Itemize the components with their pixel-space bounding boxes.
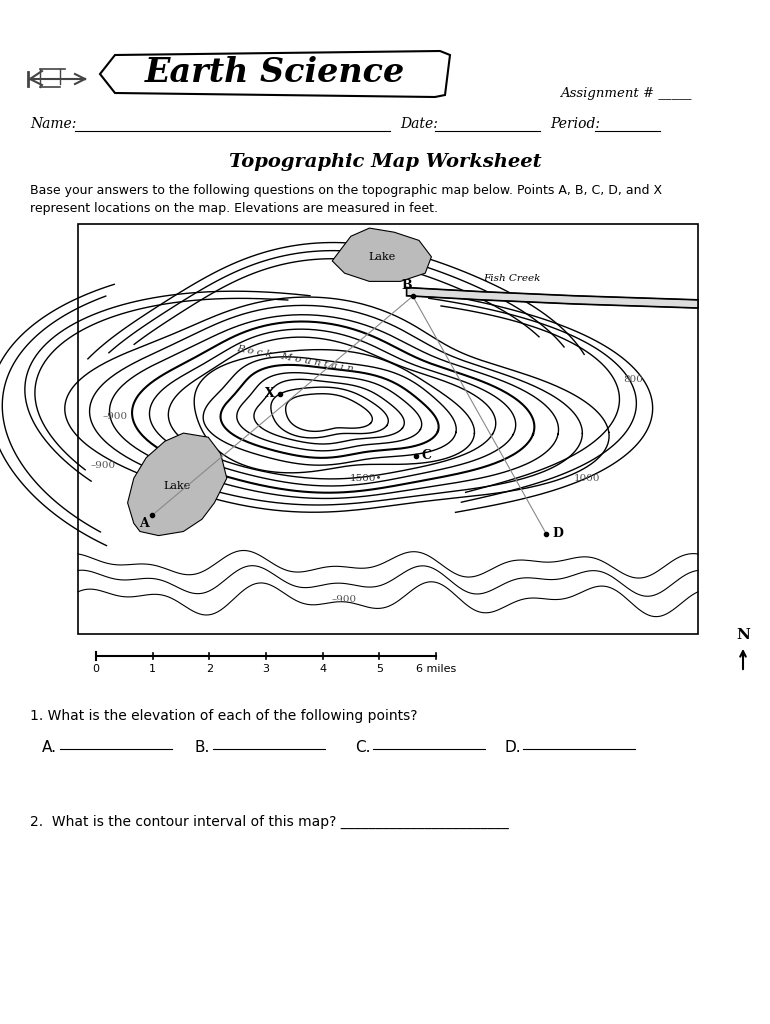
Text: 2.  What is the contour interval of this map? ________________________: 2. What is the contour interval of this … [30,815,509,829]
Text: Fish Creek: Fish Creek [484,274,541,284]
Text: B: B [401,280,412,292]
Text: D.: D. [505,739,521,755]
Text: 1500•: 1500• [350,474,382,482]
Text: 3: 3 [263,664,269,674]
Text: A.: A. [42,739,57,755]
Text: A: A [139,517,149,530]
Text: X: X [265,387,274,399]
Text: R o c k   M o u n t a i n: R o c k M o u n t a i n [236,344,354,374]
Text: 1000: 1000 [574,474,601,482]
Bar [78,224,698,634]
Text: –900: –900 [332,595,357,604]
Text: Base your answers to the following questions on the topographic map below. Point: Base your answers to the following quest… [30,184,662,197]
Text: N: N [736,628,750,642]
Text: 1: 1 [149,664,156,674]
Text: D: D [552,527,563,540]
Text: represent locations on the map. Elevations are measured in feet.: represent locations on the map. Elevatio… [30,202,438,215]
Polygon shape [100,51,450,97]
Text: C: C [422,450,432,462]
Text: Period:: Period: [550,117,600,131]
Text: 4: 4 [319,664,326,674]
Text: 1. What is the elevation of each of the following points?: 1. What is the elevation of each of the … [30,709,417,723]
Text: Topographic Map Worksheet: Topographic Map Worksheet [229,153,541,171]
Text: 6 miles: 6 miles [416,664,456,674]
Text: C.: C. [355,739,370,755]
Text: Earth Science: Earth Science [145,55,405,88]
Text: –900: –900 [90,462,116,470]
Text: 800: 800 [624,376,644,384]
Text: Date:: Date: [400,117,438,131]
Text: 5: 5 [376,664,383,674]
Polygon shape [128,433,227,536]
Polygon shape [332,228,431,282]
Text: Assignment # _____: Assignment # _____ [560,87,691,100]
Polygon shape [407,288,698,308]
Text: B.: B. [195,739,210,755]
Text: Name:: Name: [30,117,76,131]
Text: Lake: Lake [368,252,396,262]
Text: 0: 0 [92,664,99,674]
Text: –900: –900 [103,413,128,421]
Text: Lake: Lake [163,481,191,492]
Text: 2: 2 [206,664,213,674]
